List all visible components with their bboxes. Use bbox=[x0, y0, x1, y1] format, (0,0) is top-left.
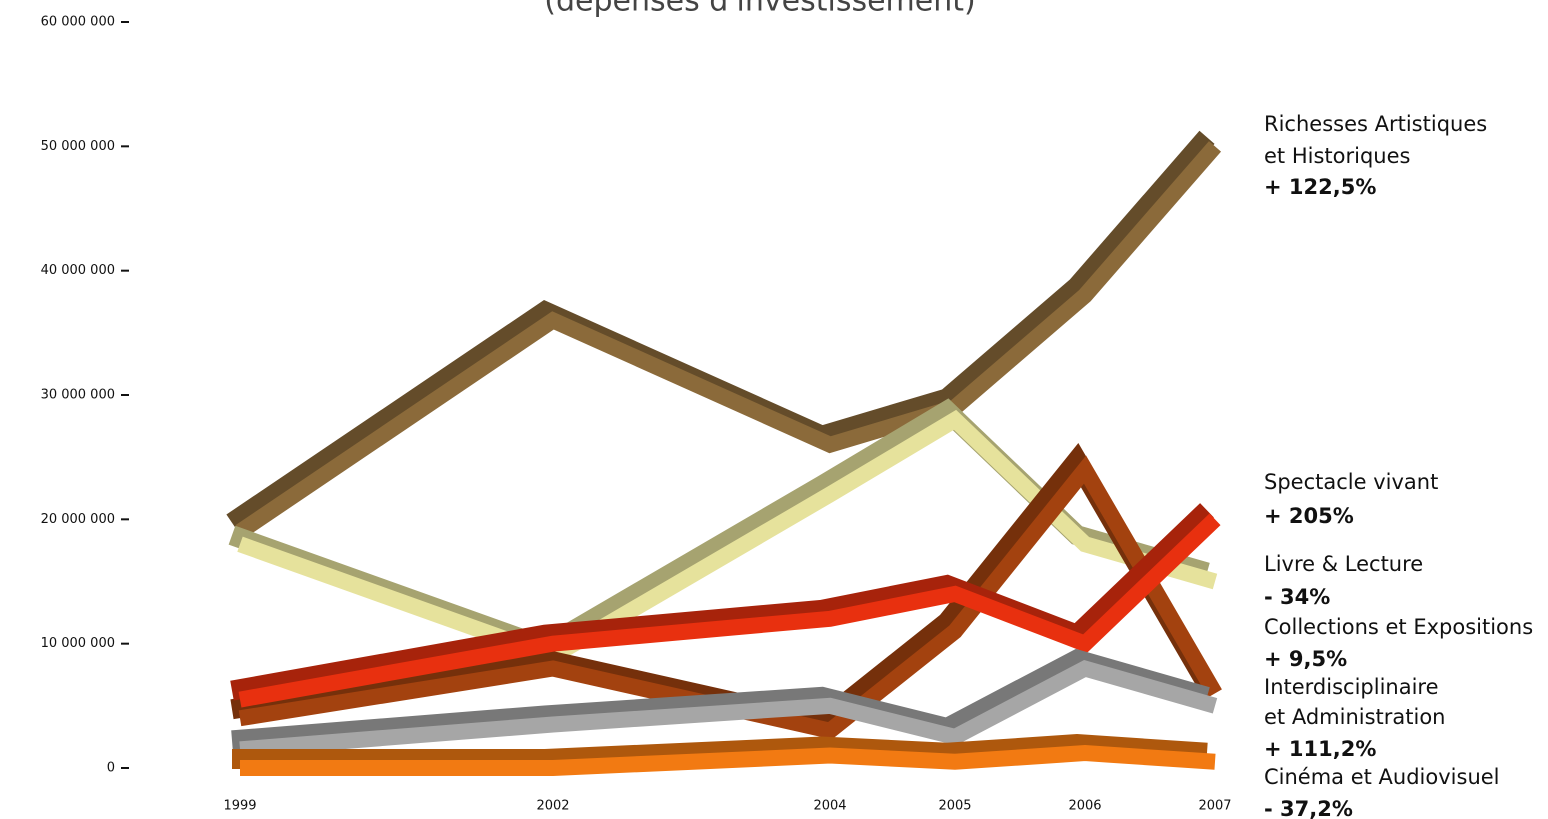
line bbox=[240, 745, 1216, 776]
chart-subtitle: (dépenses d'investissement) bbox=[544, 0, 975, 19]
legend-change: + 9,5% bbox=[1264, 647, 1347, 671]
legend-label: et Historiques bbox=[1264, 144, 1410, 168]
legend-label: Interdisciplinaire bbox=[1264, 675, 1439, 699]
y-tick-label: 30 000 000 bbox=[41, 388, 115, 403]
x-tick-label: 2004 bbox=[813, 799, 846, 814]
ribbon-top bbox=[230, 503, 1214, 701]
x-tick-label: 2002 bbox=[536, 799, 569, 814]
x-tick-label: 1999 bbox=[223, 799, 256, 814]
legend-label: Spectacle vivant bbox=[1264, 470, 1438, 494]
y-tick-label: 40 000 000 bbox=[41, 263, 115, 278]
y-tick-label: 0 bbox=[107, 761, 115, 776]
legend-label: Richesses Artistiques bbox=[1264, 112, 1487, 136]
y-tick-label: 10 000 000 bbox=[41, 636, 115, 651]
legend-change: + 111,2% bbox=[1264, 737, 1376, 761]
line bbox=[238, 513, 1221, 708]
y-tick-label: 50 000 000 bbox=[41, 139, 115, 154]
legend-change: + 122,5% bbox=[1264, 175, 1376, 199]
legend-label: Collections et Expositions bbox=[1264, 615, 1533, 639]
legend-change: + 205% bbox=[1264, 504, 1354, 528]
x-tick-label: 2007 bbox=[1198, 799, 1231, 814]
legend-change: - 34% bbox=[1264, 585, 1330, 609]
legend-label: Livre & Lecture bbox=[1264, 552, 1423, 576]
legend-change: - 37,2% bbox=[1264, 797, 1353, 819]
ribbon-top bbox=[232, 734, 1208, 769]
legend-label: et Administration bbox=[1264, 705, 1446, 729]
line bbox=[238, 455, 1222, 740]
line bbox=[239, 659, 1218, 758]
y-tick-label: 20 000 000 bbox=[41, 512, 115, 527]
ribbon-top bbox=[226, 130, 1215, 532]
legend-label: Cinéma et Audiovisuel bbox=[1264, 765, 1500, 789]
x-tick-label: 2006 bbox=[1068, 799, 1101, 814]
x-tick-label: 2005 bbox=[938, 799, 971, 814]
y-tick-label: 60 000 000 bbox=[41, 15, 115, 30]
line bbox=[235, 141, 1222, 539]
